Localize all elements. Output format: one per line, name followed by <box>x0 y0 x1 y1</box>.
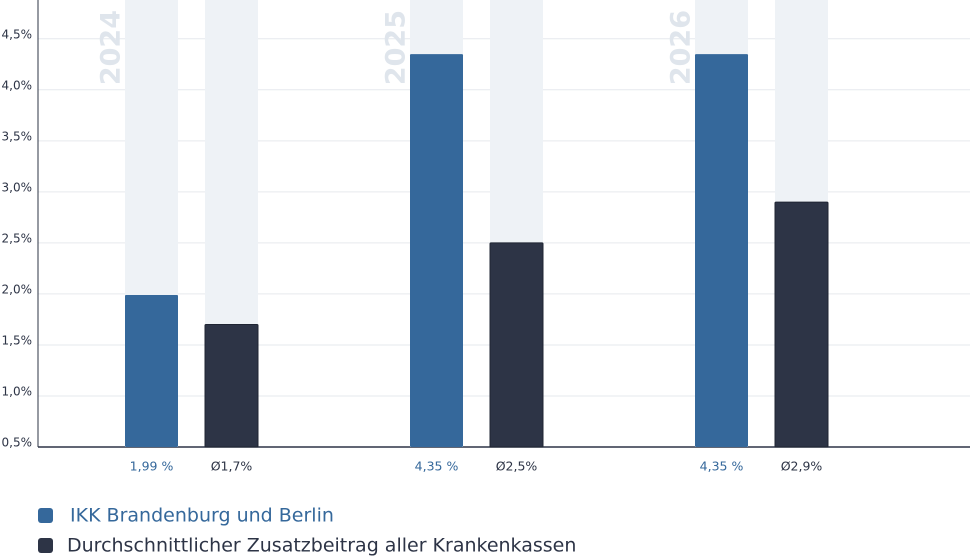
y-tick-label: 2,5% <box>2 231 33 245</box>
legend-swatch <box>38 538 53 553</box>
bar <box>489 242 544 448</box>
year-label: 2024 <box>96 10 127 85</box>
y-tick-label: 0,5% <box>2 436 33 450</box>
y-tick-label: 3,5% <box>2 129 33 143</box>
y-tick-label: 1,0% <box>2 384 33 398</box>
value-label: Ø2,9% <box>781 459 823 474</box>
y-tick-label: 2,0% <box>2 282 33 296</box>
value-label: Ø1,7% <box>211 459 253 474</box>
bar <box>204 324 259 448</box>
value-label: 4,35 % <box>415 459 459 474</box>
value-label: Ø2,5% <box>496 459 538 474</box>
value-label: 4,35 % <box>700 459 744 474</box>
year-label: 2025 <box>381 10 412 85</box>
value-label: 1,99 % <box>130 459 174 474</box>
legend-label: Durchschnittlicher Zusatzbeitrag aller K… <box>67 535 576 557</box>
legend-label: IKK Brandenburg und Berlin <box>70 505 334 527</box>
year-label: 2026 <box>666 10 697 85</box>
bar <box>125 294 178 447</box>
legend-swatch <box>38 508 53 523</box>
y-tick-label: 3,0% <box>2 180 33 194</box>
bar <box>695 54 748 447</box>
y-tick-label: 4,0% <box>2 78 33 92</box>
bar <box>410 54 463 447</box>
bar <box>774 201 829 448</box>
y-tick-label: 1,5% <box>2 333 33 347</box>
y-tick-label: 4,5% <box>2 27 33 41</box>
